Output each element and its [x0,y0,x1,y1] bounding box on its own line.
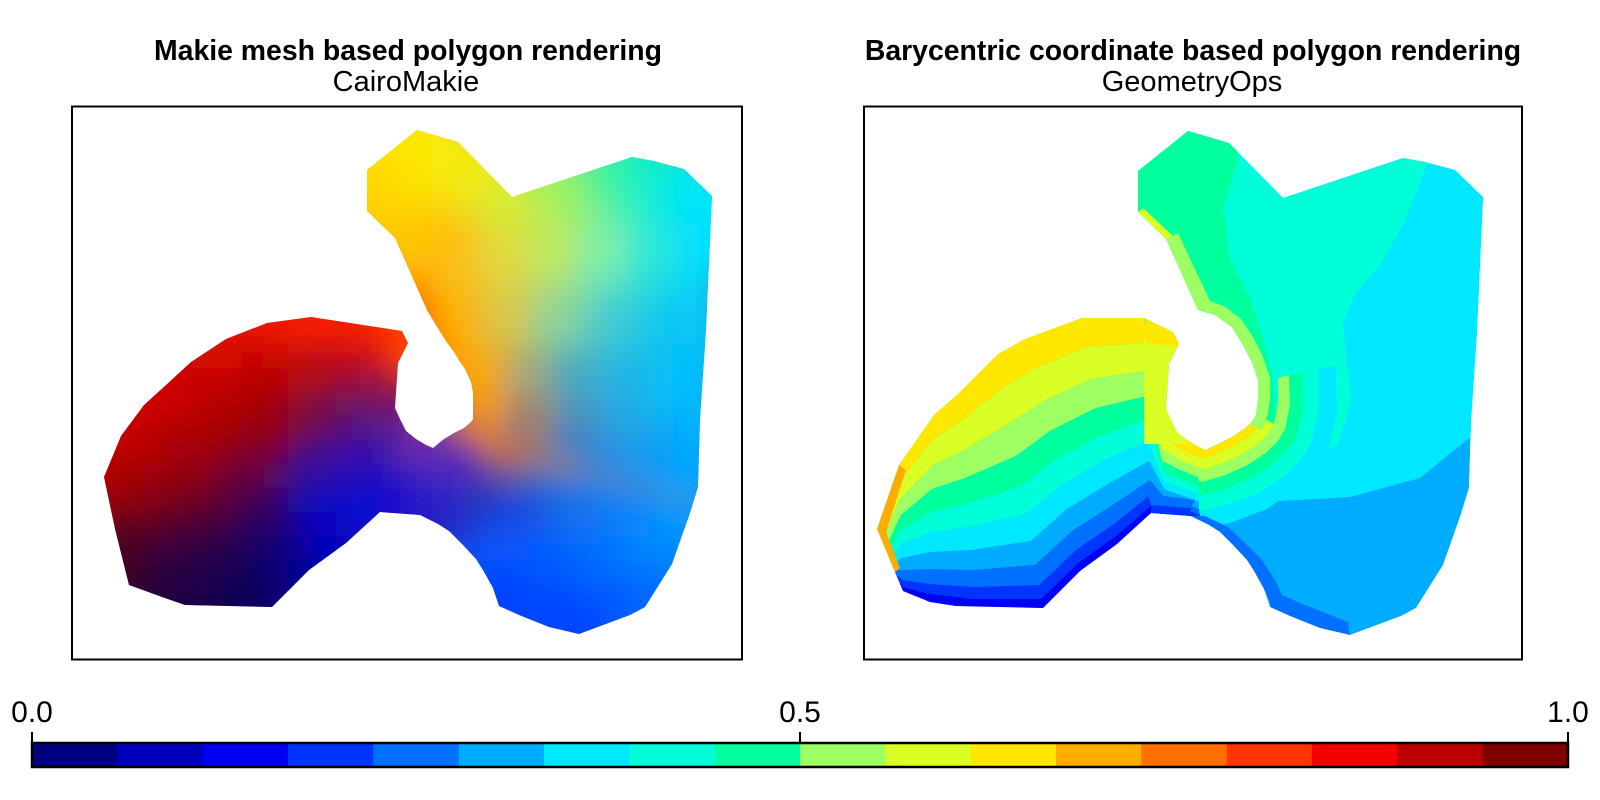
svg-text:Makie mesh based polygon rende: Makie mesh based polygon rendering [154,35,662,67]
svg-text:CairoMakie: CairoMakie [333,66,480,98]
svg-text:1.0: 1.0 [1547,696,1589,729]
svg-text:0.0: 0.0 [11,696,53,729]
svg-text:Barycentric coordinate based p: Barycentric coordinate based polygon ren… [865,35,1521,67]
svg-text:0.5: 0.5 [779,696,821,729]
svg-text:GeometryOps: GeometryOps [1102,66,1283,98]
